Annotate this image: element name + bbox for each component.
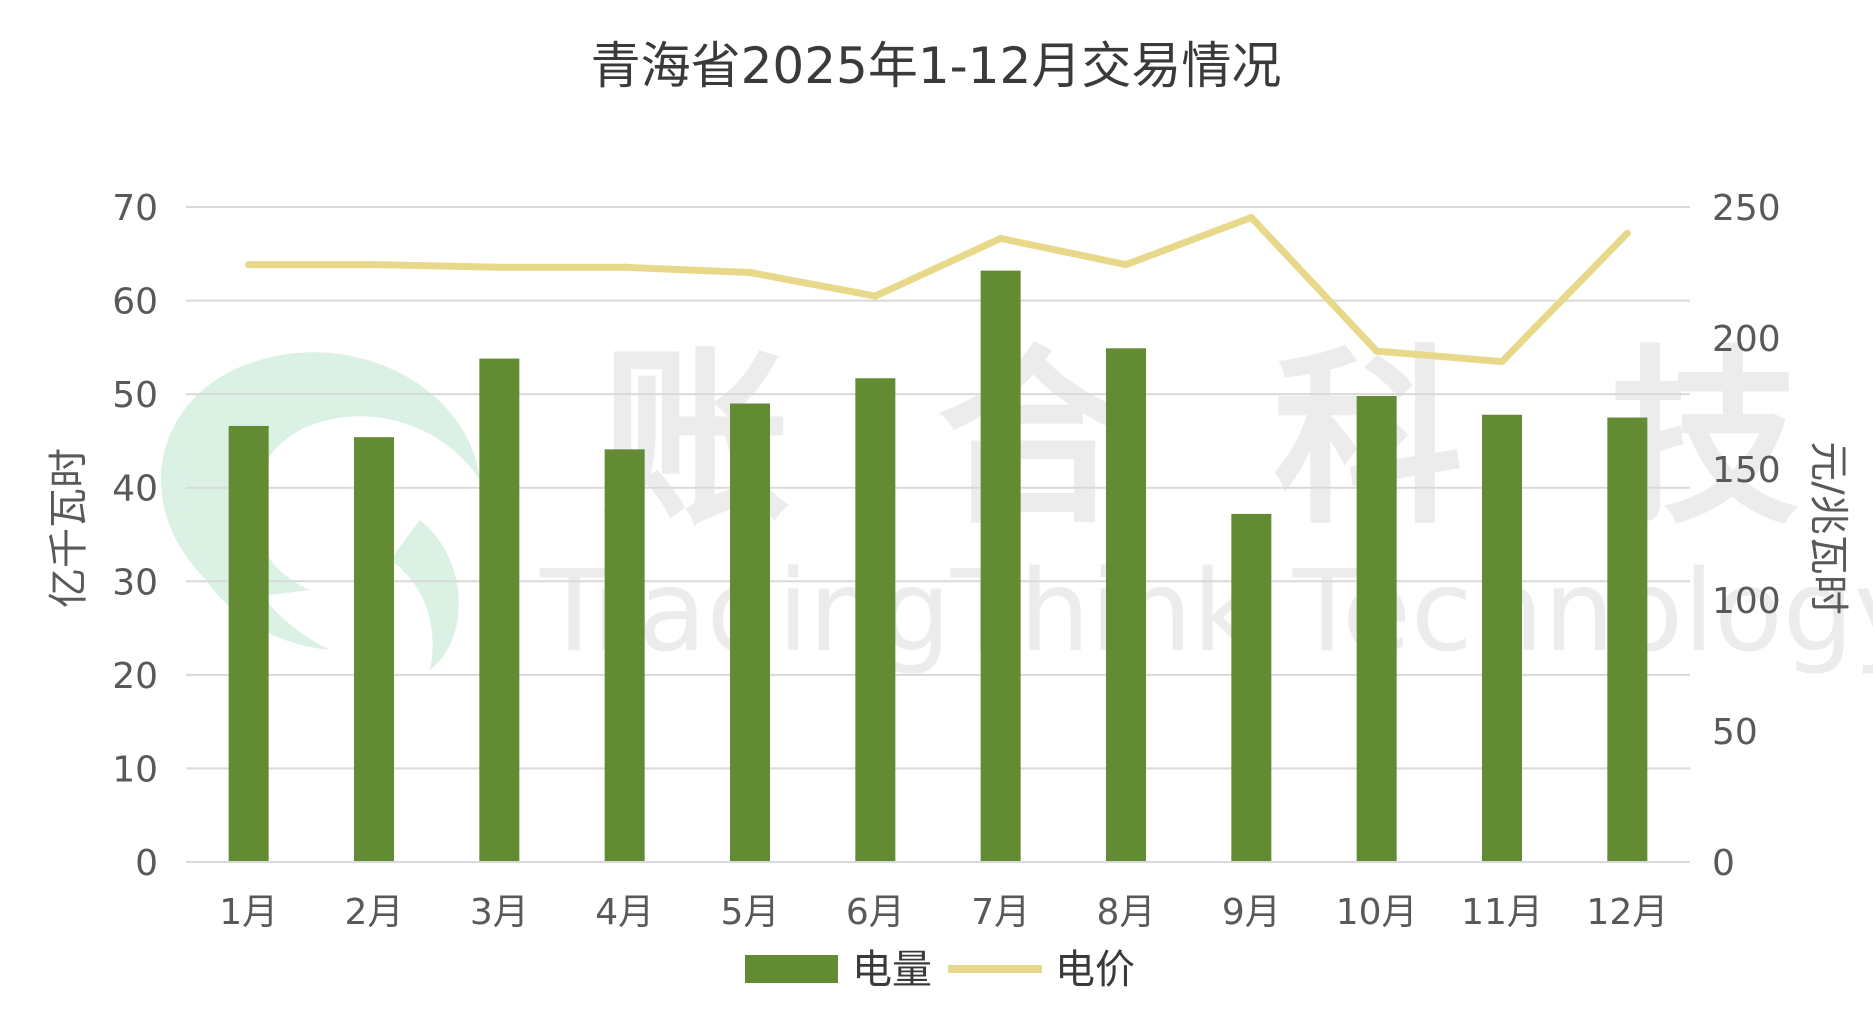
left-tick-label: 0 xyxy=(135,843,158,884)
gridlines xyxy=(186,206,1690,770)
left-axis-ticks: 0 10 20 30 40 50 60 70 xyxy=(112,188,158,884)
legend: 电量 电价 xyxy=(745,947,1135,993)
price-point-5月 xyxy=(746,269,754,276)
left-tick-label: 30 xyxy=(112,562,158,603)
bar-7月 xyxy=(980,270,1021,863)
bar-1月 xyxy=(228,425,269,862)
legend-label-bar: 电量 xyxy=(852,947,932,993)
right-tick-label: 100 xyxy=(1712,581,1781,622)
bar-8月 xyxy=(1106,348,1146,862)
price-point-3月 xyxy=(495,263,503,271)
x-tick-label: 1月 xyxy=(219,892,278,933)
bar-11月 xyxy=(1482,414,1522,862)
left-tick-label: 20 xyxy=(112,656,158,697)
right-tick-label: 150 xyxy=(1712,450,1781,491)
left-tick-label: 60 xyxy=(112,282,158,323)
bar-3月 xyxy=(479,358,520,862)
bar-6月 xyxy=(855,378,896,862)
price-point-7月 xyxy=(997,234,1005,242)
bar-10月 xyxy=(1356,396,1397,862)
bar-12月 xyxy=(1607,417,1648,862)
watermark-logo-icon xyxy=(160,352,480,670)
x-axis-ticks: 1月 2月 3月 4月 5月 6月 7月 8月 9月 10月 11月 12月 xyxy=(219,892,1668,933)
left-tick-label: 40 xyxy=(112,469,158,510)
x-tick-label: 7月 xyxy=(971,892,1030,933)
right-axis-ticks: 0 50 100 150 200 250 xyxy=(1712,188,1781,884)
price-point-12月 xyxy=(1623,229,1631,237)
left-axis-title: 亿千瓦时 xyxy=(46,448,92,608)
bar-series xyxy=(228,270,1648,863)
watermark-cn: 账 合 科 技 xyxy=(601,329,1839,550)
x-tick-label: 9月 xyxy=(1222,892,1281,933)
bar-2月 xyxy=(354,437,394,862)
bar-5月 xyxy=(730,403,770,862)
bar-9月 xyxy=(1231,513,1272,862)
x-tick-label: 11月 xyxy=(1461,892,1543,933)
right-tick-label: 250 xyxy=(1712,188,1781,229)
legend-label-line: 电价 xyxy=(1055,947,1135,993)
left-tick-label: 70 xyxy=(112,188,158,229)
x-tick-label: 12月 xyxy=(1586,892,1668,933)
price-point-6月 xyxy=(871,292,879,300)
x-tick-label: 4月 xyxy=(595,892,654,933)
x-tick-label: 8月 xyxy=(1097,892,1156,933)
right-tick-label: 200 xyxy=(1712,319,1781,360)
right-tick-label: 50 xyxy=(1712,712,1758,753)
chart-title: 青海省2025年1-12月交易情况 xyxy=(591,37,1282,95)
x-tick-label: 6月 xyxy=(846,892,905,933)
price-point-9月 xyxy=(1247,213,1255,221)
left-tick-label: 10 xyxy=(112,749,158,790)
x-tick-label: 10月 xyxy=(1336,892,1418,933)
x-tick-label: 2月 xyxy=(345,892,404,933)
right-tick-label: 0 xyxy=(1712,843,1735,884)
x-tick-label: 5月 xyxy=(721,892,780,933)
left-tick-label: 50 xyxy=(112,375,158,416)
price-point-2月 xyxy=(370,261,378,269)
price-line xyxy=(245,213,1631,366)
price-point-11月 xyxy=(1498,358,1506,366)
price-point-10月 xyxy=(1373,347,1381,355)
price-point-8月 xyxy=(1122,261,1130,269)
line-series xyxy=(245,213,1631,366)
price-point-4月 xyxy=(621,263,629,271)
right-axis-title: 元/兆瓦时 xyxy=(1805,441,1851,614)
x-tick-label: 3月 xyxy=(470,892,529,933)
bar-4月 xyxy=(604,449,645,862)
price-point-1月 xyxy=(245,261,253,269)
legend-swatch-bar xyxy=(745,955,838,983)
